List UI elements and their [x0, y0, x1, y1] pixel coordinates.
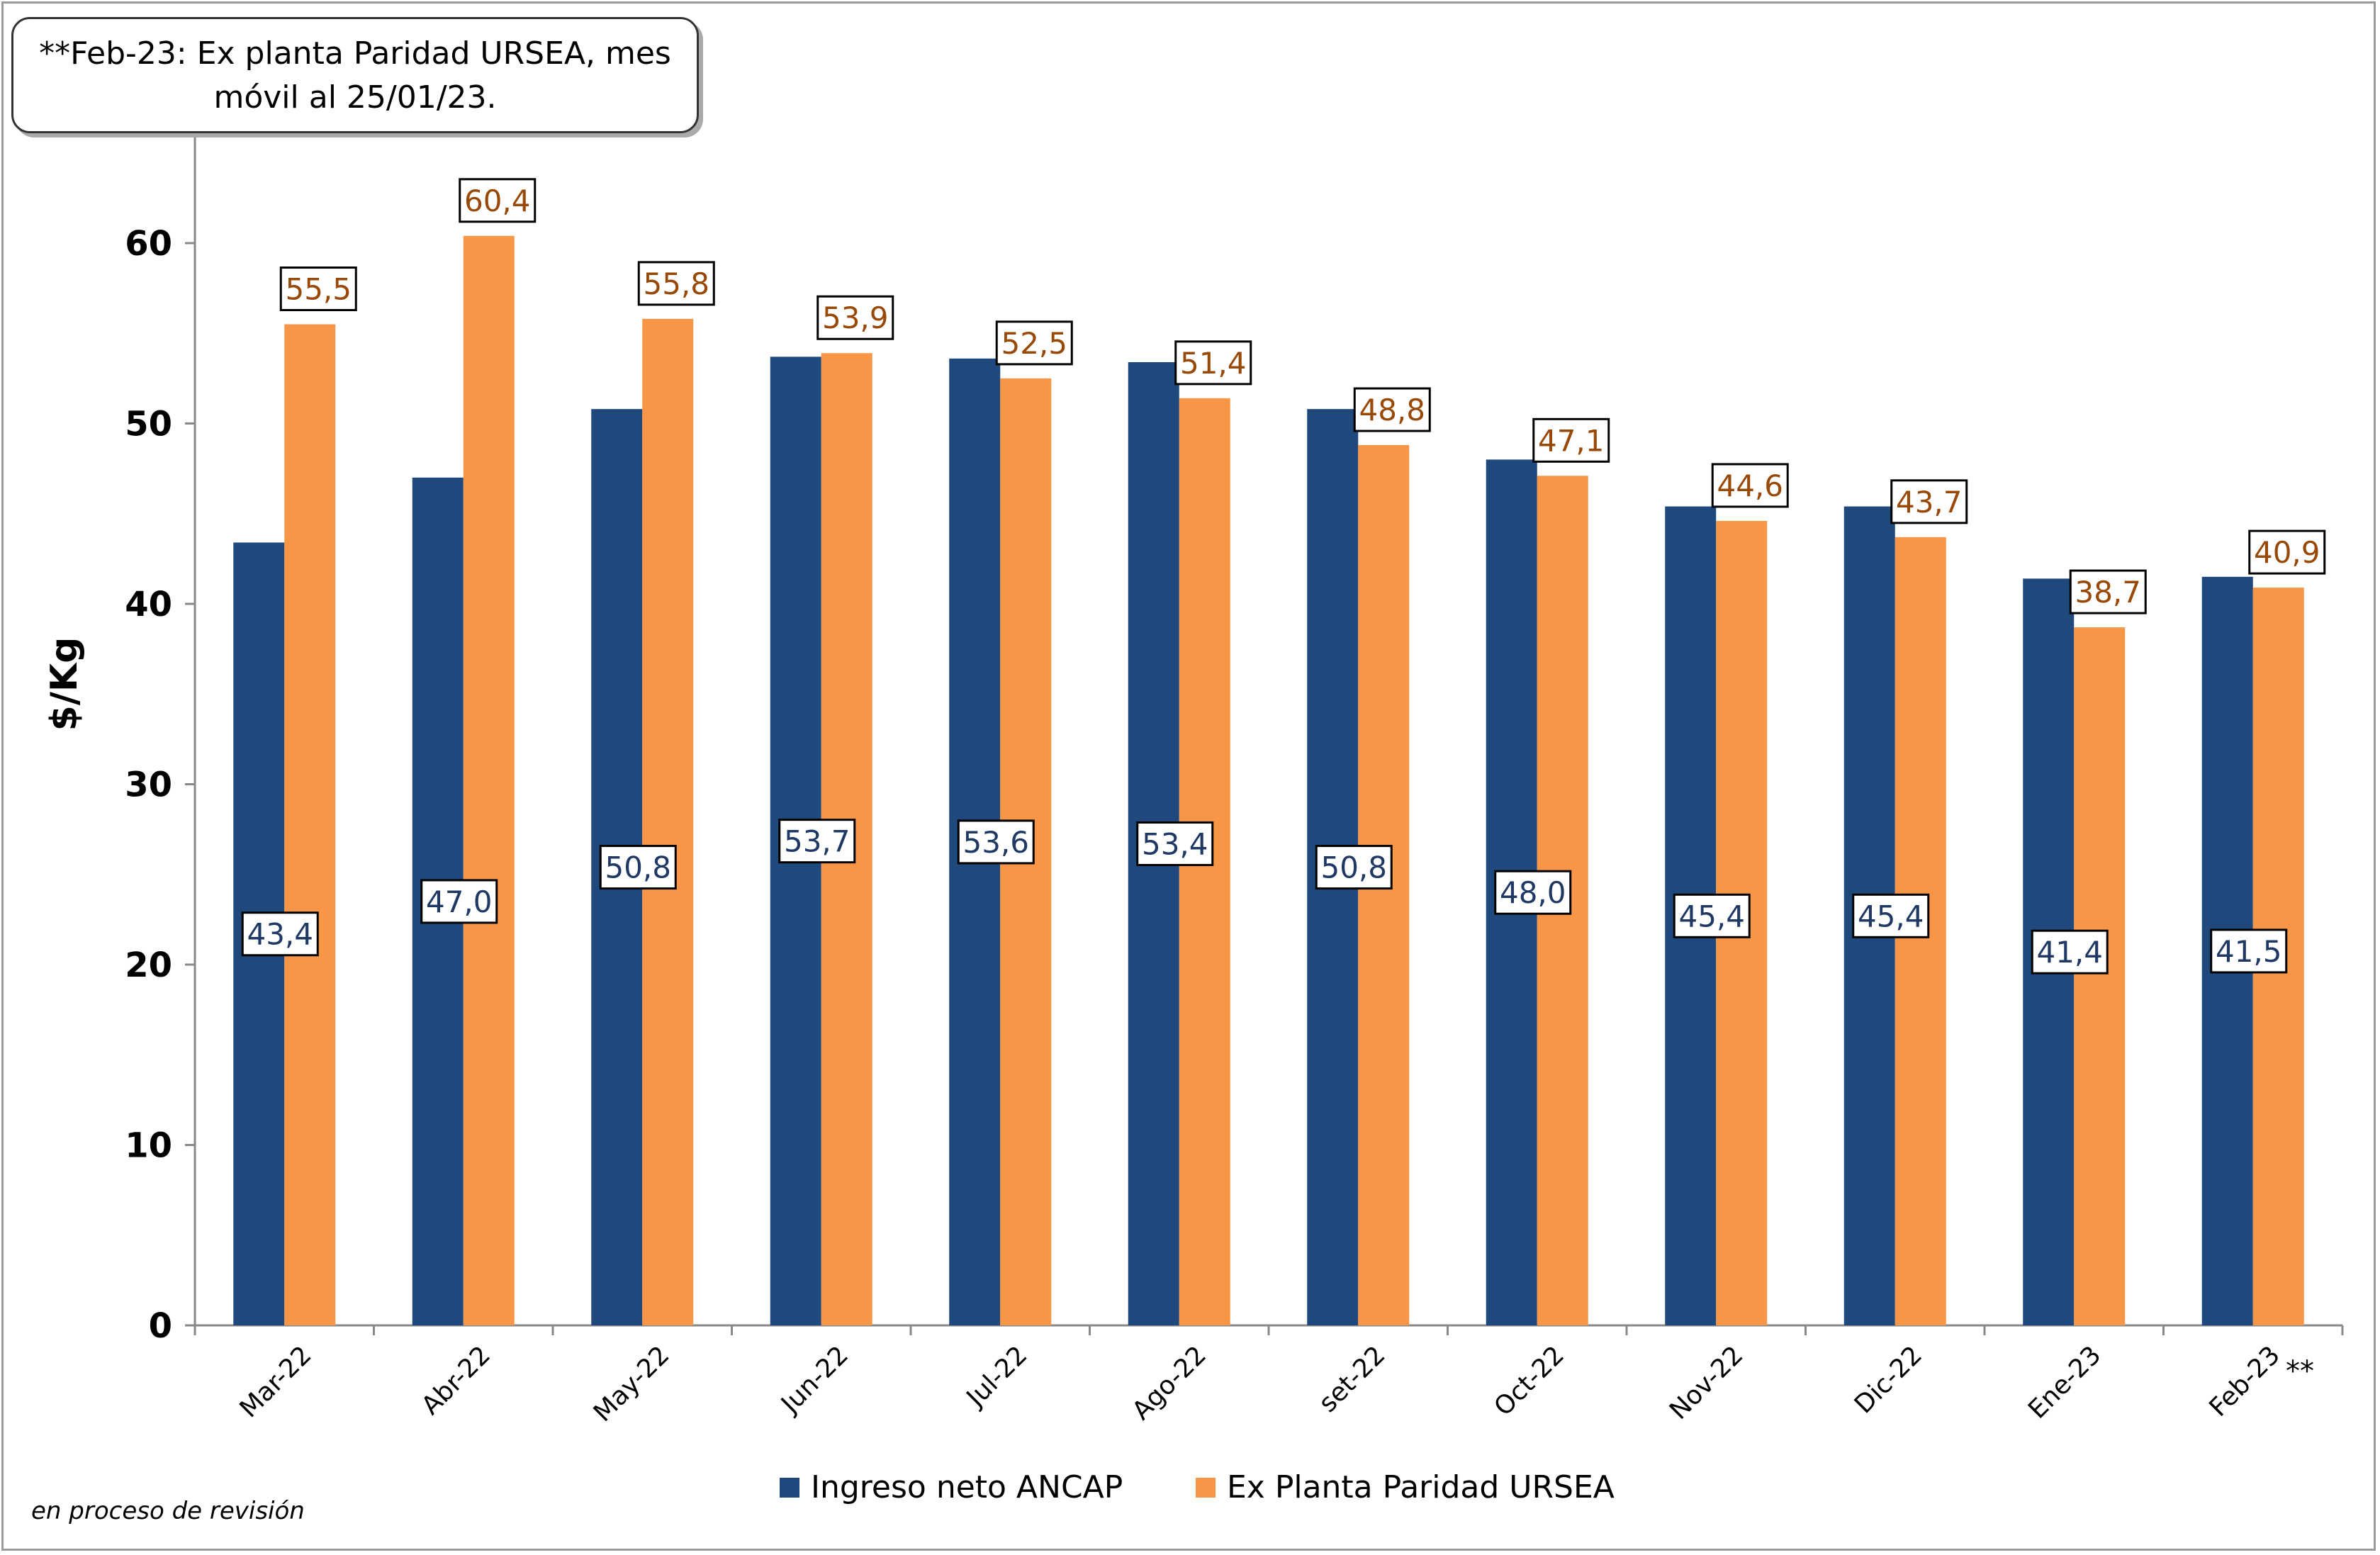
annotation-line-2: móvil al 25/01/23. — [213, 79, 497, 116]
legend-label: Ex Planta Paridad URSEA — [1227, 1469, 1615, 1505]
y-tick-label: 20 — [125, 945, 172, 985]
data-label: 48,8 — [1353, 387, 1431, 432]
legend-swatch — [780, 1478, 799, 1498]
legend: Ingreso neto ANCAP Ex Planta Paridad URSE… — [780, 1469, 1615, 1505]
data-labels: 43,4 55,5 47,0 60,4 50,8 55,8 53,7 53,9 53,6 52,5… — [241, 178, 2326, 975]
svg-text:48,0: 48,0 — [1500, 875, 1566, 910]
x-tick-label: Ago-22 — [1127, 1340, 1212, 1425]
svg-text:43,7: 43,7 — [1896, 485, 1963, 520]
x-tick-label: Feb-23 — [2204, 1340, 2286, 1422]
data-label: 52,5 — [995, 320, 1073, 366]
data-label: 53,9 — [816, 295, 894, 340]
data-label: 45,4 — [1852, 893, 1930, 938]
data-label: 48,0 — [1494, 870, 1572, 915]
svg-text:55,8: 55,8 — [643, 266, 709, 301]
data-label: 40,9 — [2248, 529, 2326, 575]
y-tick-label: 0 — [149, 1306, 172, 1346]
x-tick-label: Nov-22 — [1664, 1340, 1749, 1425]
svg-text:52,5: 52,5 — [1001, 326, 1067, 361]
svg-text:43,4: 43,4 — [247, 917, 313, 952]
data-label: 41,5 — [2210, 928, 2288, 974]
bars — [233, 235, 2304, 1326]
svg-text:50,8: 50,8 — [1320, 851, 1387, 885]
data-label: 53,7 — [778, 819, 856, 864]
y-axis: 0 10 20 30 40 50 60 — [125, 131, 196, 1346]
data-label: 50,8 — [599, 845, 677, 890]
x-axis: Mar-22 Abr-22 May-22 Jun-22 Jul-22 Ago-22 set-… — [193, 1324, 2344, 1427]
svg-text:53,9: 53,9 — [822, 301, 889, 335]
x-tick-label: Abr-22 — [416, 1340, 496, 1420]
data-label: 53,6 — [957, 819, 1035, 865]
data-label: 60,4 — [459, 178, 537, 223]
annotation-line-1: **Feb-23: Ex planta Paridad URSEA, mes — [39, 35, 671, 72]
svg-text:53,7: 53,7 — [784, 824, 851, 859]
x-tick-label: Oct-22 — [1489, 1340, 1571, 1422]
data-label: 50,8 — [1315, 845, 1393, 890]
svg-text:47,0: 47,0 — [426, 885, 493, 919]
x-tick-label: set-22 — [1313, 1340, 1391, 1418]
y-axis-title: $/Kg — [43, 637, 86, 731]
x-tick-label: May-22 — [588, 1340, 675, 1427]
data-label: 47,1 — [1532, 417, 1610, 463]
y-tick-label: 10 — [125, 1126, 172, 1166]
svg-text:48,8: 48,8 — [1359, 393, 1425, 427]
bar-ex-planta-paridad-ursea — [642, 318, 694, 1325]
data-label: 47,0 — [420, 879, 498, 924]
svg-text:50,8: 50,8 — [605, 851, 671, 885]
data-label: 53,4 — [1136, 821, 1214, 866]
y-tick-label: 50 — [125, 405, 172, 444]
svg-text:41,5: 41,5 — [2216, 934, 2282, 969]
svg-text:60,4: 60,4 — [464, 184, 531, 218]
data-label: 55,5 — [279, 266, 357, 312]
x-tick-label: Ene-23 — [2023, 1340, 2106, 1424]
data-label: 41,4 — [2031, 929, 2109, 975]
footnote-text: en proceso de revisión — [31, 1497, 305, 1525]
data-label: 43,7 — [1890, 479, 1968, 524]
svg-text:53,6: 53,6 — [962, 825, 1029, 860]
svg-text:38,7: 38,7 — [2075, 575, 2141, 610]
footnote-marker: ** — [2286, 1355, 2314, 1388]
x-tick-label: Dic-22 — [1849, 1340, 1928, 1419]
annotation-note: **Feb-23: Ex planta Paridad URSEA, mes m… — [11, 17, 699, 133]
legend-label: Ingreso neto ANCAP — [811, 1469, 1123, 1505]
svg-text:47,1: 47,1 — [1538, 423, 1605, 458]
svg-text:40,9: 40,9 — [2254, 535, 2320, 570]
y-tick-label: 30 — [125, 765, 172, 805]
data-label: 44,6 — [1711, 463, 1789, 508]
y-tick-label: 60 — [125, 224, 172, 264]
bar-ex-planta-paridad-ursea — [2074, 627, 2126, 1325]
data-label: 43,4 — [241, 911, 319, 957]
svg-text:41,4: 41,4 — [2036, 935, 2103, 970]
svg-text:53,4: 53,4 — [1142, 826, 1208, 861]
x-tick-label: Jun-22 — [775, 1340, 854, 1420]
svg-text:45,4: 45,4 — [1858, 899, 1924, 933]
data-label: 38,7 — [2069, 569, 2147, 614]
svg-text:45,4: 45,4 — [1678, 899, 1745, 933]
svg-text:44,6: 44,6 — [1717, 468, 1783, 503]
bar-ex-planta-paridad-ursea — [284, 324, 336, 1325]
x-tick-label: Mar-22 — [235, 1340, 318, 1423]
x-tick-label: Jul-22 — [960, 1340, 1033, 1413]
data-label: 55,8 — [637, 261, 715, 306]
legend-swatch — [1196, 1478, 1216, 1498]
data-label: 45,4 — [1673, 893, 1751, 938]
bar-ex-planta-paridad-ursea — [463, 235, 515, 1325]
svg-text:51,4: 51,4 — [1180, 346, 1247, 381]
legend-item: Ingreso neto ANCAP — [780, 1469, 1123, 1505]
data-label: 51,4 — [1174, 340, 1252, 386]
legend-item: Ex Planta Paridad URSEA — [1196, 1469, 1615, 1505]
svg-text:55,5: 55,5 — [285, 272, 352, 307]
y-tick-label: 40 — [125, 585, 172, 624]
